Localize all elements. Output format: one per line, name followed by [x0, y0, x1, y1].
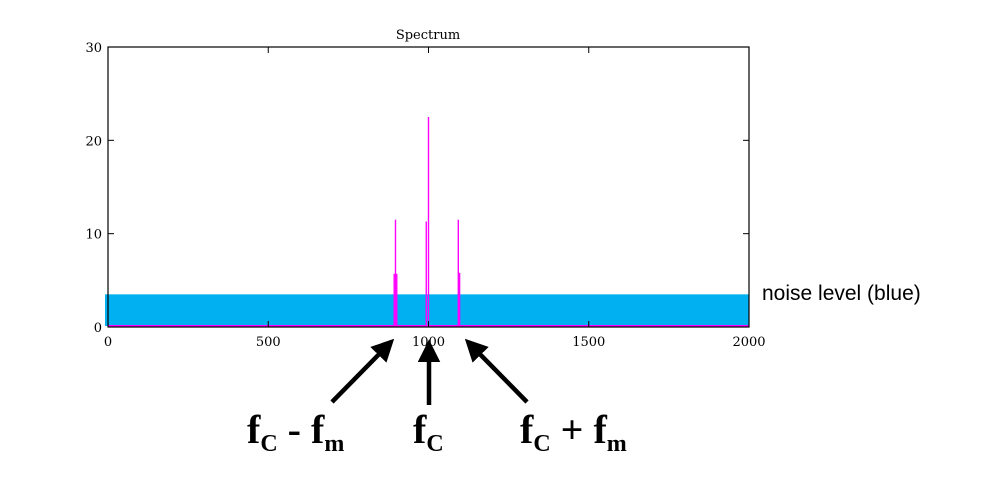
noise-band [105, 294, 749, 326]
lower-sideband-operator: - [277, 407, 311, 452]
upper-sideband-operator: + [550, 407, 594, 452]
lower-sideband-sub-modulation: m [324, 431, 345, 457]
y-tick-label: 0 [94, 321, 102, 336]
carrier-sub: C [426, 431, 444, 457]
x-tick-label: 2000 [732, 335, 765, 350]
carrier-label: fC [413, 407, 444, 457]
lower-sideband-base: f [247, 407, 261, 452]
lower-sideband-sub-carrier: C [260, 431, 278, 457]
upper-sideband-base: f [520, 407, 534, 452]
lower-sideband-label: fC - fm [247, 407, 345, 457]
noise-level-label: noise level (blue) [762, 282, 921, 305]
noise-band-layer [105, 294, 749, 326]
x-tick-label: 0 [104, 335, 112, 350]
upper-sideband-sub-carrier: C [533, 431, 551, 457]
arrow-upper-sideband [464, 338, 529, 404]
lower-sideband-base-2: f [311, 407, 325, 452]
carrier-base: f [413, 407, 427, 452]
arrow-lower-sideband [330, 338, 395, 404]
x-tick-label: 500 [256, 335, 281, 350]
upper-sideband-label: fC + fm [520, 407, 627, 457]
x-tick-label: 1500 [572, 335, 605, 350]
upper-sideband-sub-modulation: m [606, 431, 627, 457]
y-tick-label: 20 [85, 134, 102, 149]
y-tick-label: 30 [85, 41, 102, 56]
chart-title: Spectrum [396, 28, 460, 43]
y-tick-label: 10 [85, 228, 102, 243]
upper-sideband-base-2: f [593, 407, 607, 452]
